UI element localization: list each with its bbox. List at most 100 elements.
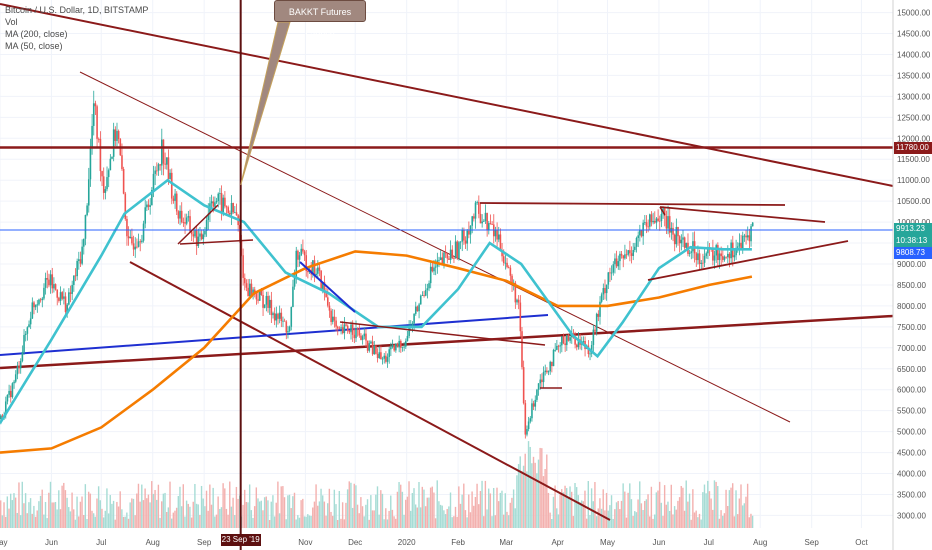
volume-bar bbox=[459, 503, 462, 528]
candle-body bbox=[604, 288, 606, 294]
candle-body bbox=[649, 214, 651, 227]
candle-body bbox=[107, 170, 110, 178]
volume-bar bbox=[531, 463, 533, 528]
candle-body bbox=[358, 329, 361, 336]
volume-bar bbox=[86, 519, 88, 528]
volume-bar bbox=[84, 484, 87, 528]
trendlines bbox=[0, 3, 894, 521]
candle-body bbox=[199, 233, 201, 237]
volume-bar bbox=[82, 514, 85, 528]
volume-bar bbox=[612, 518, 614, 528]
candle-body bbox=[449, 249, 452, 260]
volume-bar bbox=[215, 514, 218, 528]
candle-body bbox=[341, 327, 344, 334]
candle-body bbox=[534, 399, 537, 407]
volume-bar bbox=[441, 505, 443, 528]
volume-bar bbox=[647, 494, 649, 528]
candle-body bbox=[456, 241, 459, 259]
volume-bar bbox=[94, 516, 97, 528]
volume-bar bbox=[4, 516, 7, 528]
candle-body bbox=[715, 245, 717, 256]
candle-body bbox=[91, 125, 93, 148]
candle-body bbox=[292, 286, 294, 307]
volume-bar bbox=[73, 509, 75, 528]
candle-body bbox=[429, 266, 432, 284]
price-tick-label: 8000.00 bbox=[897, 302, 926, 311]
volume-bar bbox=[363, 516, 365, 528]
volume-bar bbox=[539, 447, 541, 528]
volume-bar bbox=[79, 501, 82, 528]
blue-segment bbox=[299, 261, 356, 313]
candle-body bbox=[635, 237, 638, 247]
candle-body bbox=[629, 250, 631, 254]
time-tick-label: Feb bbox=[451, 538, 465, 547]
candle-body bbox=[650, 214, 653, 223]
volume-bar bbox=[687, 501, 689, 528]
candle-body bbox=[170, 172, 173, 199]
candle-body bbox=[184, 222, 186, 224]
volume-bar bbox=[13, 493, 15, 528]
candle-body bbox=[71, 284, 73, 294]
volume-bar bbox=[360, 497, 362, 528]
candle-body bbox=[639, 230, 641, 236]
volume-bar bbox=[566, 488, 568, 528]
candle-body bbox=[44, 278, 47, 288]
candle-body bbox=[248, 283, 251, 297]
candle-body bbox=[514, 282, 517, 303]
candle-body bbox=[117, 130, 120, 140]
volume-bar bbox=[454, 506, 457, 528]
candle-body bbox=[602, 288, 605, 295]
candle-body bbox=[300, 248, 303, 256]
volume-bar bbox=[373, 510, 375, 528]
volume-bar bbox=[346, 489, 349, 528]
candle-body bbox=[69, 292, 72, 294]
volume-bar bbox=[350, 482, 352, 528]
volume-bar bbox=[275, 502, 277, 528]
candle-body bbox=[288, 326, 291, 332]
symbol-title: Bitcoin / U.S. Dollar, 1D, BITSTAMP bbox=[5, 5, 149, 15]
time-tick-label: Apr bbox=[551, 538, 564, 547]
volume-bar bbox=[14, 497, 17, 528]
candle-body bbox=[531, 403, 533, 419]
volume-bar bbox=[126, 512, 128, 528]
candle-body bbox=[315, 273, 317, 276]
candle-body bbox=[14, 374, 17, 382]
candle-body bbox=[330, 310, 332, 322]
candle-body bbox=[438, 259, 440, 261]
volume-bar bbox=[161, 501, 163, 528]
volume-bar bbox=[491, 516, 493, 528]
candle-body bbox=[712, 249, 714, 261]
candle-body bbox=[368, 343, 371, 351]
bakkt-annotation[interactable]: BAKKT Futures Launch bbox=[274, 0, 366, 39]
candle-body bbox=[424, 290, 427, 296]
candle-body bbox=[521, 331, 523, 368]
candle-body bbox=[453, 258, 455, 260]
volume-bar bbox=[328, 488, 331, 528]
candle-body bbox=[644, 222, 646, 224]
volume-bar bbox=[253, 506, 256, 528]
volume-bar bbox=[156, 499, 158, 528]
volume-bar bbox=[413, 488, 415, 528]
volume-bar bbox=[63, 482, 65, 528]
candle-body bbox=[56, 289, 59, 298]
volume-bar bbox=[6, 496, 9, 528]
candle-body bbox=[376, 353, 379, 359]
volume-bar bbox=[341, 502, 344, 528]
volume-bar bbox=[356, 504, 359, 528]
price-tick-label: 10000.00 bbox=[897, 218, 931, 227]
candle-body bbox=[705, 253, 708, 256]
volume-bar bbox=[722, 515, 724, 528]
volume-bar bbox=[663, 485, 666, 528]
candle-body bbox=[418, 304, 420, 312]
candle-body bbox=[215, 200, 218, 203]
volume-bar bbox=[151, 481, 153, 528]
candle-body bbox=[39, 299, 42, 301]
candle-body bbox=[245, 283, 248, 288]
volume-bar bbox=[468, 494, 470, 528]
price-axis[interactable]: 3000.00 3500.00 4000.00 4500.00 5000.00 5500.… bbox=[892, 0, 932, 550]
volume-bar bbox=[717, 486, 719, 528]
candle-body bbox=[189, 216, 191, 232]
candle-body bbox=[487, 223, 490, 231]
volume-bar bbox=[69, 511, 72, 528]
time-axis[interactable]: May Jun Jul Aug Sep Nov Dec 2020 Feb Mar Apr May Jun… bbox=[0, 538, 868, 547]
